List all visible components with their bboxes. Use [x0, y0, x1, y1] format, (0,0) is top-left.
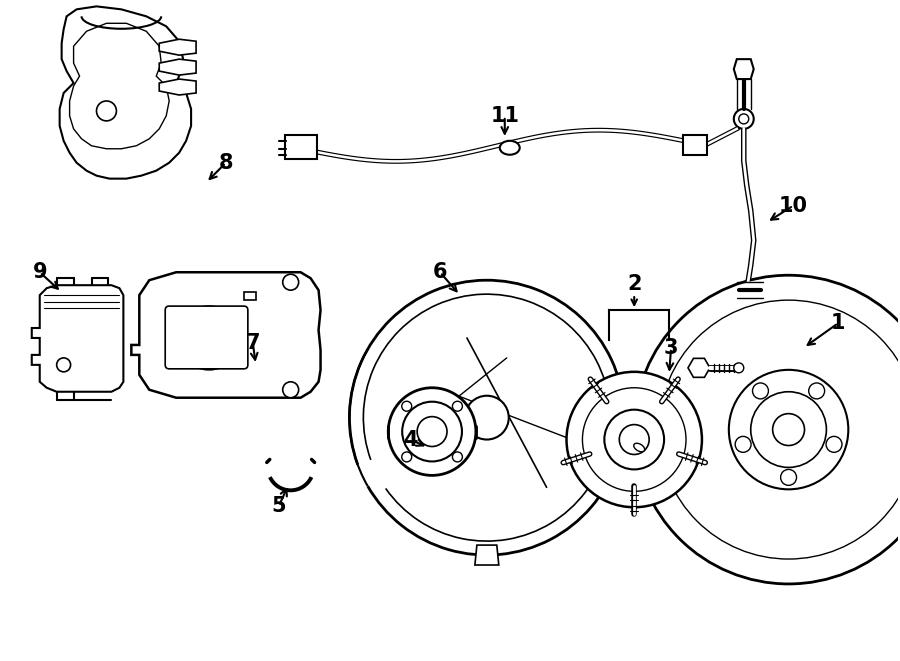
Circle shape	[729, 370, 849, 489]
Circle shape	[388, 388, 476, 475]
Circle shape	[739, 114, 749, 124]
Polygon shape	[159, 79, 196, 95]
Polygon shape	[159, 39, 196, 55]
Polygon shape	[475, 545, 499, 565]
FancyBboxPatch shape	[683, 135, 706, 155]
Circle shape	[283, 274, 299, 290]
Circle shape	[453, 401, 463, 411]
Text: 10: 10	[779, 196, 808, 215]
Circle shape	[780, 469, 796, 485]
Text: 8: 8	[219, 153, 233, 173]
Polygon shape	[734, 59, 753, 79]
Circle shape	[582, 388, 686, 491]
Text: 3: 3	[664, 338, 679, 358]
Circle shape	[191, 320, 227, 356]
Text: 7: 7	[246, 333, 260, 353]
Circle shape	[772, 414, 805, 446]
Circle shape	[465, 396, 508, 440]
Polygon shape	[131, 272, 320, 398]
FancyBboxPatch shape	[166, 306, 248, 369]
Polygon shape	[59, 7, 191, 178]
FancyBboxPatch shape	[284, 135, 317, 159]
Text: 1: 1	[831, 313, 846, 333]
Circle shape	[659, 300, 900, 559]
Circle shape	[734, 109, 753, 129]
Circle shape	[177, 306, 241, 370]
Circle shape	[401, 401, 411, 411]
Circle shape	[735, 436, 752, 452]
Bar	[244, 292, 256, 300]
Circle shape	[57, 358, 70, 372]
Circle shape	[826, 436, 842, 452]
Circle shape	[401, 452, 411, 462]
Polygon shape	[159, 59, 196, 75]
Polygon shape	[32, 285, 123, 392]
Ellipse shape	[500, 141, 519, 155]
Circle shape	[604, 410, 664, 469]
Circle shape	[566, 372, 702, 507]
Circle shape	[619, 424, 649, 455]
Circle shape	[283, 382, 299, 398]
Circle shape	[402, 402, 462, 461]
Text: 9: 9	[32, 262, 47, 282]
Circle shape	[751, 392, 826, 467]
Circle shape	[417, 416, 447, 447]
Polygon shape	[69, 23, 169, 149]
Circle shape	[809, 383, 824, 399]
Text: 11: 11	[491, 106, 519, 126]
Text: 6: 6	[433, 262, 447, 282]
Circle shape	[734, 363, 743, 373]
Text: 5: 5	[272, 496, 286, 516]
Circle shape	[634, 275, 900, 584]
Circle shape	[96, 101, 116, 121]
Circle shape	[752, 383, 769, 399]
Circle shape	[453, 452, 463, 462]
Ellipse shape	[634, 444, 644, 451]
Text: 2: 2	[627, 274, 642, 294]
Text: 4: 4	[403, 430, 418, 449]
